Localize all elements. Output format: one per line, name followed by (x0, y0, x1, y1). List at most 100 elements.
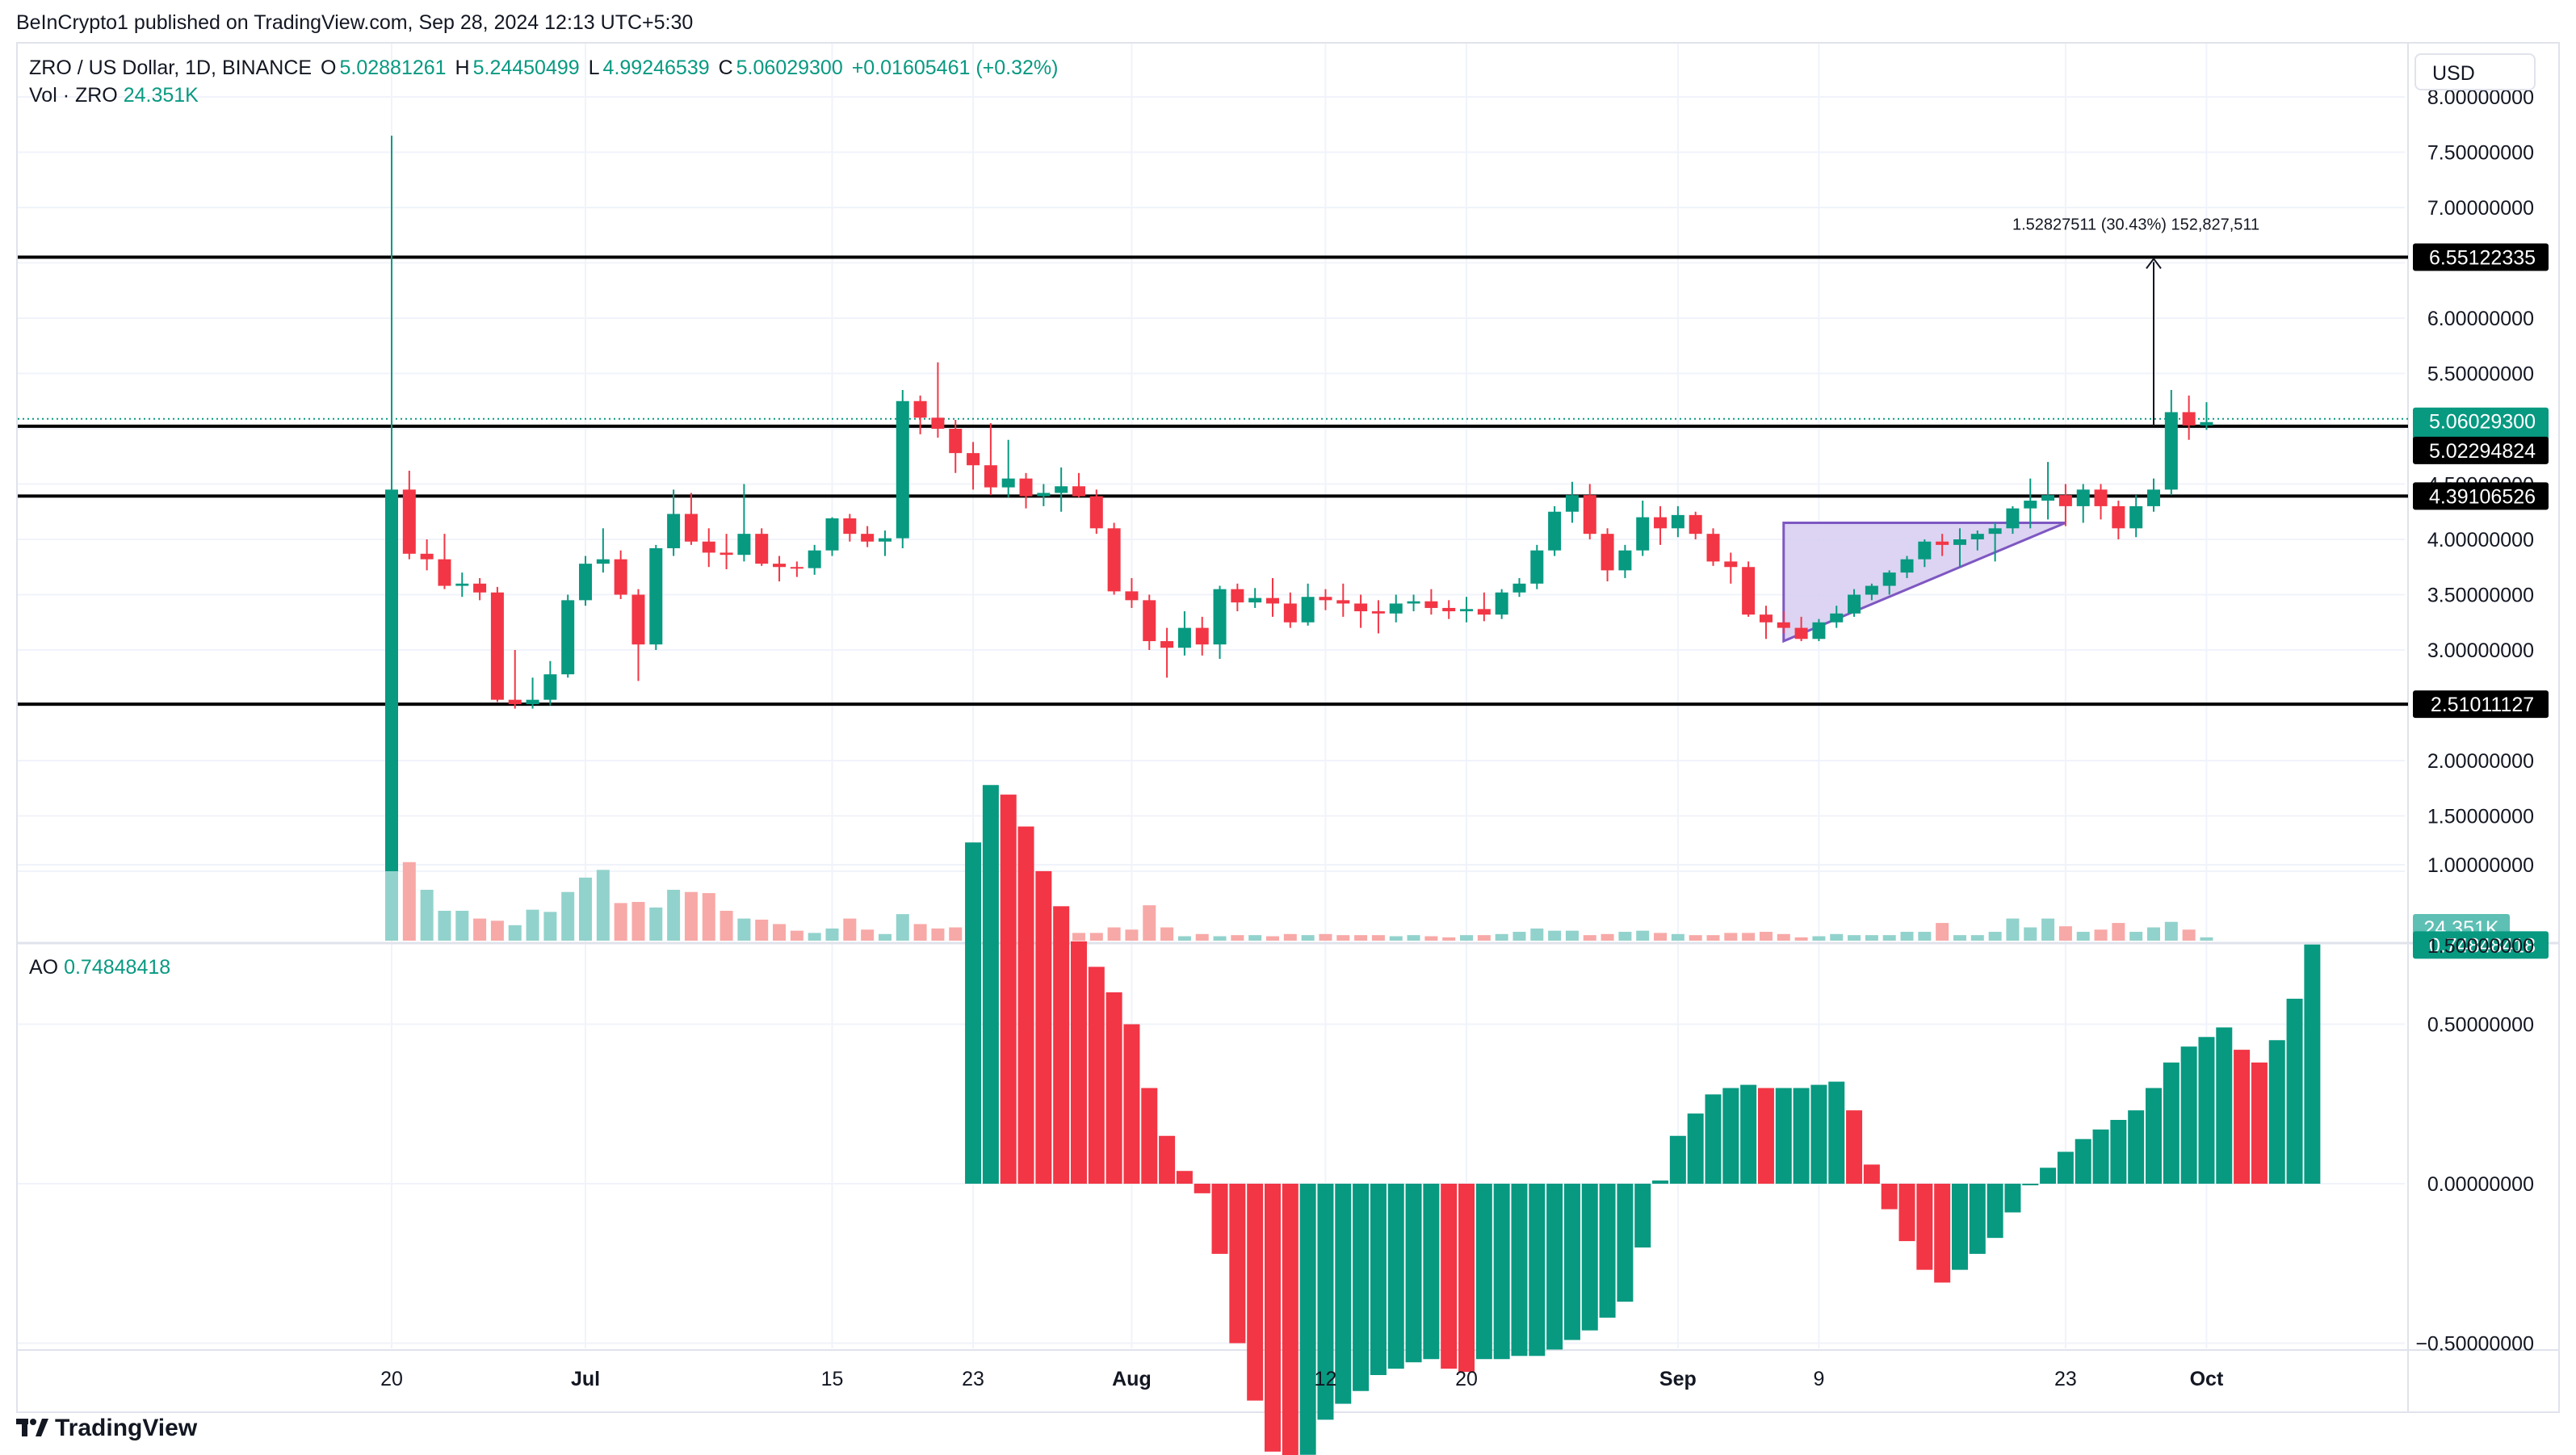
candle-body[interactable] (1319, 597, 1332, 601)
candle-body[interactable] (1970, 534, 1984, 539)
candle-body[interactable] (843, 518, 857, 535)
candle-body[interactable] (2147, 489, 2160, 506)
candle-body[interactable] (1830, 613, 1844, 623)
candle-body[interactable] (402, 489, 416, 554)
candle-body[interactable] (1460, 609, 1474, 612)
candle-body[interactable] (596, 559, 610, 564)
candle-body[interactable] (1195, 627, 1209, 645)
candle-body[interactable] (684, 514, 698, 542)
candle-body[interactable] (631, 594, 645, 645)
candle-body[interactable] (1918, 541, 1932, 560)
candle-body[interactable] (438, 559, 451, 586)
candle-body[interactable] (2164, 412, 2178, 490)
candle-body[interactable] (1231, 589, 1244, 603)
candle-body[interactable] (1512, 583, 1526, 593)
candle-body[interactable] (984, 465, 997, 488)
candle-body[interactable] (1636, 517, 1650, 551)
candle-body[interactable] (385, 489, 398, 871)
candle-body[interactable] (1371, 611, 1385, 614)
candle-body[interactable] (1442, 607, 1456, 612)
candle-body[interactable] (490, 592, 504, 700)
candle-body[interactable] (1988, 528, 2002, 535)
candle-body[interactable] (1936, 541, 1949, 545)
candle-body[interactable] (737, 534, 751, 556)
candle-body[interactable] (2094, 489, 2108, 506)
candle-body[interactable] (1689, 514, 1702, 535)
candle-body[interactable] (1759, 614, 1773, 623)
candle-body[interactable] (1742, 567, 1756, 615)
candle-body[interactable] (1706, 534, 1720, 562)
candle-body[interactable] (1001, 478, 1015, 488)
candle-body[interactable] (2058, 495, 2072, 506)
candle-body[interactable] (1724, 561, 1738, 568)
candle-body[interactable] (1177, 627, 1191, 648)
candle-body[interactable] (1407, 601, 1420, 604)
candle-body[interactable] (1794, 627, 1808, 639)
candle-body[interactable] (526, 699, 539, 705)
candle-body[interactable] (1301, 597, 1315, 623)
tradingview-logo[interactable]: TradingView (16, 1415, 197, 1442)
candle-body[interactable] (931, 417, 945, 429)
candle-body[interactable] (896, 400, 909, 539)
candle-body[interactable] (861, 534, 875, 542)
candle-body[interactable] (755, 534, 769, 564)
candle-body[interactable] (1882, 572, 1896, 586)
candle-body[interactable] (1266, 598, 1279, 604)
candle-body[interactable] (1019, 478, 1033, 497)
candle-body[interactable] (1477, 609, 1491, 615)
candle-body[interactable] (1055, 486, 1068, 493)
candle-body[interactable] (949, 429, 963, 454)
candle-body[interactable] (1283, 603, 1297, 623)
candle-body[interactable] (1583, 495, 1596, 535)
candle-body[interactable] (720, 552, 733, 556)
candle-body[interactable] (1160, 641, 1174, 648)
candle-body[interactable] (773, 564, 787, 568)
candle-body[interactable] (667, 514, 681, 548)
candle-body[interactable] (508, 699, 522, 705)
candle-body[interactable] (1530, 550, 1544, 584)
candle-body[interactable] (1424, 601, 1438, 608)
candle-body[interactable] (1089, 496, 1103, 529)
candle-body[interactable] (420, 553, 434, 560)
candle-body[interactable] (1548, 511, 1562, 551)
candle-body[interactable] (967, 453, 980, 466)
candle-body[interactable] (1213, 589, 1227, 645)
candle-body[interactable] (649, 547, 663, 645)
candle-body[interactable] (702, 541, 715, 553)
candle-body[interactable] (561, 600, 575, 675)
candle-body[interactable] (1495, 592, 1508, 615)
candle-body[interactable] (2112, 505, 2125, 529)
candle-body[interactable] (1143, 600, 1156, 642)
candle-body[interactable] (2024, 501, 2037, 509)
candle-body[interactable] (2041, 495, 2055, 501)
candle-body[interactable] (808, 550, 821, 568)
candle-body[interactable] (579, 564, 593, 601)
candle-body[interactable] (1125, 591, 1139, 601)
candle-body[interactable] (2006, 508, 2020, 529)
candle-body[interactable] (1389, 603, 1403, 614)
candle-body[interactable] (1953, 539, 1966, 545)
candle-body[interactable] (1336, 600, 1350, 604)
currency-selector[interactable]: USD (2414, 53, 2536, 90)
candle-body[interactable] (473, 583, 487, 593)
candle-body[interactable] (1777, 622, 1790, 628)
candle-body[interactable] (1848, 594, 1861, 614)
candle-body[interactable] (1072, 486, 1085, 497)
candle-body[interactable] (455, 583, 469, 586)
candle-body[interactable] (1037, 493, 1051, 497)
candle-body[interactable] (2200, 421, 2213, 426)
candle-body[interactable] (2076, 489, 2090, 506)
candle-body[interactable] (825, 518, 839, 551)
candle-body[interactable] (1865, 585, 1878, 595)
candle-body[interactable] (614, 559, 627, 595)
candle-body[interactable] (2129, 505, 2143, 529)
candle-body[interactable] (2182, 412, 2196, 426)
candle-body[interactable] (913, 400, 927, 418)
candle-body[interactable] (1671, 514, 1684, 529)
candle-body[interactable] (1601, 534, 1614, 571)
candle-body[interactable] (1900, 559, 1914, 573)
symbol-title[interactable]: ZRO / US Dollar, 1D, BINANCE (29, 57, 313, 79)
candle-body[interactable] (1248, 598, 1262, 603)
candle-body[interactable] (1354, 603, 1368, 612)
